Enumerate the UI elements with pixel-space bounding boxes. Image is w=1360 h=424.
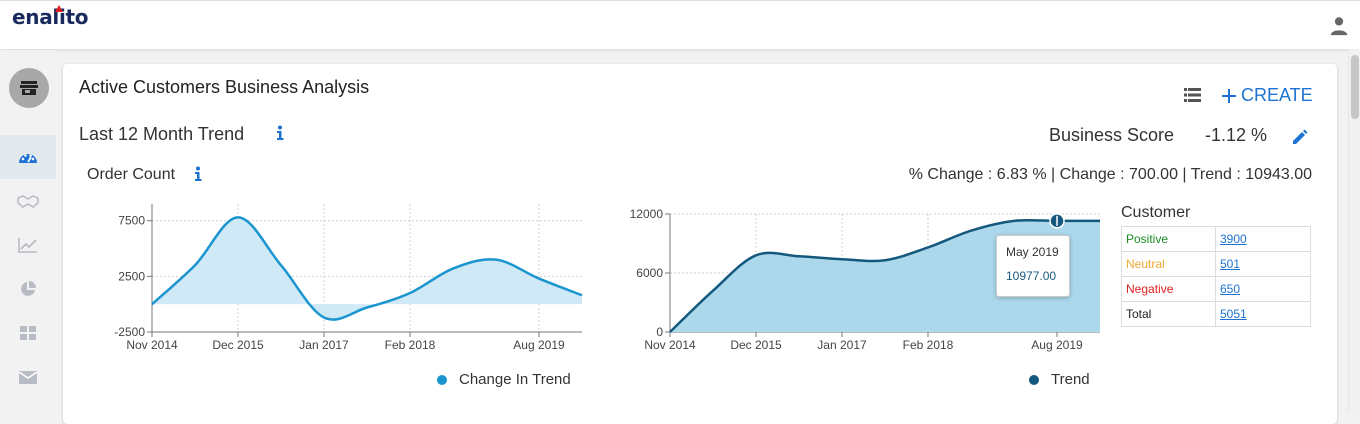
chart1-legend[interactable]: Change In Trend (437, 371, 571, 388)
sidebar-item-widgets[interactable] (0, 311, 56, 355)
store-icon (20, 81, 38, 95)
dashboard-icon (19, 154, 37, 163)
x-tick-label: Feb 2018 (903, 338, 954, 352)
y-tick-label: 6000 (636, 266, 663, 280)
customer-total-label: Total (1121, 301, 1216, 327)
mail-icon (18, 370, 38, 384)
page-scrollbar[interactable] (1348, 49, 1360, 413)
series-area (670, 220, 1100, 332)
customer-neutral-link[interactable]: 501 (1220, 257, 1241, 271)
order-count-label: Order Count (87, 166, 176, 183)
sidebar-item-reports[interactable] (0, 267, 56, 311)
list-view-icon[interactable] (1184, 88, 1201, 102)
tooltip-date: May 2019 (1006, 245, 1059, 259)
chart-tooltip: May 2019 10977.00 (996, 235, 1070, 297)
customer-neutral-cell: 501 (1215, 251, 1311, 277)
legend-marker (1029, 374, 1039, 385)
create-button[interactable]: CREATE (1221, 85, 1313, 106)
table-row: Total 5051 (1121, 301, 1311, 327)
app-logo[interactable]: enalito (12, 5, 89, 29)
x-tick-label: Aug 2019 (513, 338, 565, 352)
business-score-label: Business Score (1049, 125, 1175, 145)
y-tick-label: -2500 (114, 325, 145, 339)
info-icon[interactable] (275, 125, 285, 141)
x-tick-label: Jan 2017 (299, 338, 349, 352)
sidebar-item-messages[interactable] (0, 355, 56, 399)
sidebar-item-analytics[interactable] (0, 223, 56, 267)
line-chart-icon (18, 238, 37, 253)
series-area (152, 217, 582, 320)
analysis-card: Active Customers Business Analysis CREAT… (63, 64, 1337, 424)
stats-summary: % Change : 6.83 % | Change : 700.00 | Tr… (908, 166, 1312, 183)
customer-neutral-label: Neutral (1121, 251, 1216, 277)
table-row: Negative 650 (1121, 276, 1311, 302)
customer-positive-link[interactable]: 3900 (1220, 232, 1247, 246)
info-icon[interactable] (193, 166, 203, 182)
table-row: Positive 3900 (1121, 226, 1311, 252)
customer-negative-label: Negative (1121, 276, 1216, 302)
series-line (151, 216, 583, 321)
x-tick-label: Nov 2014 (126, 338, 178, 352)
trend-title: Last 12 Month Trend (79, 124, 245, 144)
customer-positive-cell: 3900 (1215, 226, 1311, 252)
create-label: CREATE (1241, 85, 1313, 105)
customer-title: Customer (1121, 204, 1191, 221)
y-tick-label: 12000 (630, 207, 664, 221)
chart2-legend[interactable]: Trend (1029, 371, 1090, 388)
plus-icon (1222, 88, 1236, 103)
sidebar-item-dashboard[interactable] (0, 135, 56, 179)
customer-positive-label: Positive (1121, 226, 1216, 252)
legend-label: Change In Trend (459, 371, 571, 388)
y-tick-label: 2500 (118, 269, 145, 283)
sidebar-item-store[interactable] (9, 68, 49, 108)
y-tick-label: 7500 (118, 214, 145, 228)
page-title: Active Customers Business Analysis (79, 77, 370, 97)
legend-label: Trend (1051, 371, 1090, 388)
tooltip-value: 10977.00 (1006, 269, 1057, 283)
logo-mark (55, 5, 63, 12)
scrollbar-thumb[interactable] (1351, 55, 1359, 119)
x-tick-label: Aug 2019 (1031, 338, 1083, 352)
series-line (669, 218, 1100, 333)
business-score-value: -1.12 % (1205, 125, 1268, 145)
user-icon[interactable] (1328, 15, 1350, 37)
top-bar: enalito (0, 0, 1360, 49)
x-tick-label: Feb 2018 (385, 338, 436, 352)
logo-text: enalito (12, 5, 89, 29)
customer-total-link[interactable]: 5051 (1220, 307, 1247, 321)
x-tick-label: Nov 2014 (644, 338, 696, 352)
grid-icon (20, 326, 36, 340)
customer-table: Positive 3900 Neutral 501 Negative 650 T… (1121, 226, 1311, 327)
x-tick-label: Dec 2015 (730, 338, 782, 352)
customer-negative-link[interactable]: 650 (1220, 282, 1241, 296)
pie-chart-icon (21, 281, 36, 296)
y-tick-label: 0 (656, 325, 663, 339)
table-row: Neutral 501 (1121, 251, 1311, 277)
sidebar-item-deals[interactable] (0, 179, 56, 223)
customer-negative-cell: 650 (1215, 276, 1311, 302)
handshake-icon (17, 195, 39, 208)
edit-icon[interactable] (1291, 128, 1309, 146)
customer-total-cell: 5051 (1215, 301, 1311, 327)
legend-marker (437, 374, 447, 385)
sidebar (0, 50, 56, 413)
x-tick-label: Dec 2015 (212, 338, 264, 352)
x-tick-label: Jan 2017 (817, 338, 867, 352)
